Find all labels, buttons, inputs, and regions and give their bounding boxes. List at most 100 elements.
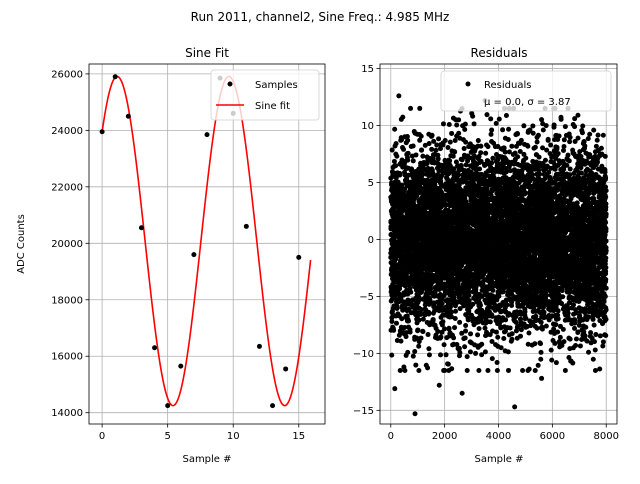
sine-fit-ytick-label: 14000	[51, 408, 83, 419]
residual-point	[420, 329, 425, 334]
legend-samples-label: Samples	[255, 80, 298, 91]
residual-point	[479, 342, 484, 347]
residuals-ytick-label: 0	[368, 235, 374, 246]
residual-point	[495, 368, 500, 373]
residual-point	[448, 140, 453, 145]
residual-point	[468, 331, 473, 336]
residual-point	[392, 159, 397, 164]
residual-point	[509, 144, 514, 149]
residual-point	[484, 112, 489, 117]
residual-point	[515, 154, 520, 159]
sample-point	[139, 225, 144, 230]
residual-point	[446, 362, 451, 367]
residual-point	[416, 368, 421, 373]
residual-point	[519, 327, 524, 332]
sine-fit-xtick-label: 5	[164, 431, 170, 442]
residual-point	[440, 319, 445, 324]
sine-fit-title: Sine Fit	[185, 46, 229, 60]
residuals-ytick-label: −5	[359, 292, 374, 303]
residual-point	[466, 293, 471, 298]
residual-point	[427, 141, 432, 146]
residual-point	[463, 335, 468, 340]
residual-point	[405, 138, 410, 143]
residual-point	[389, 319, 394, 324]
residual-point	[485, 368, 490, 373]
residual-point	[415, 327, 420, 332]
sample-point	[152, 345, 157, 350]
sample-point	[270, 403, 275, 408]
residual-point	[449, 310, 454, 315]
sample-point	[113, 74, 118, 79]
sine-fit-ytick-label: 20000	[51, 239, 83, 250]
residual-point	[431, 317, 436, 322]
residual-point	[485, 144, 490, 149]
residual-point	[419, 134, 424, 139]
residual-point	[490, 356, 495, 361]
residual-point	[419, 147, 424, 152]
residual-point	[477, 166, 482, 171]
residual-point	[405, 158, 410, 163]
residual-point	[438, 352, 443, 357]
residual-point	[506, 127, 511, 132]
sine-fit-xtick-label: 15	[292, 431, 305, 442]
sample-point	[244, 224, 249, 229]
residual-point	[483, 151, 488, 156]
sample-point	[205, 132, 210, 137]
residual-point	[463, 329, 468, 334]
legend-samples-marker	[228, 82, 233, 87]
residuals-xtick-label: 2000	[432, 431, 457, 442]
residual-point	[430, 133, 435, 138]
residual-point	[488, 319, 493, 324]
residual-point	[433, 148, 438, 153]
residual-point	[408, 290, 413, 295]
residual-point	[394, 321, 399, 326]
legend-sine-fit-label: Sine fit	[255, 101, 290, 112]
residual-point	[400, 115, 405, 120]
residual-point	[426, 310, 431, 315]
residual-point	[476, 368, 481, 373]
residuals-ytick-label: 5	[368, 178, 374, 189]
residual-point	[413, 363, 418, 368]
residual-point	[420, 154, 425, 159]
residual-point	[427, 352, 432, 357]
sine-fit-ytick-label: 16000	[51, 352, 83, 363]
residual-point	[453, 138, 458, 143]
residual-point	[447, 122, 452, 127]
residual-point	[506, 349, 511, 354]
residual-point	[401, 147, 406, 152]
residual-point	[394, 141, 399, 146]
sine-fit-legend-box	[211, 70, 319, 120]
residual-point	[483, 349, 488, 354]
residual-point	[478, 303, 483, 308]
residual-point	[442, 342, 447, 347]
residual-point	[421, 317, 426, 322]
sample-point	[257, 344, 262, 349]
residual-point	[467, 298, 472, 303]
residual-point	[436, 156, 441, 161]
residual-point	[454, 123, 459, 128]
residual-point	[495, 360, 500, 365]
sine-fit-marks	[100, 74, 311, 408]
residual-point	[463, 323, 468, 328]
residuals-ytick-label: −15	[353, 406, 374, 417]
residual-point	[442, 326, 447, 331]
residuals-ytick-label: −10	[353, 349, 374, 360]
residual-point	[488, 116, 493, 121]
residual-point	[473, 351, 478, 356]
residual-point	[391, 328, 396, 333]
residual-point	[447, 158, 452, 163]
residual-point	[414, 152, 419, 157]
residuals-title: Residuals	[471, 46, 528, 60]
residual-point	[457, 320, 462, 325]
residual-point	[419, 336, 424, 341]
residual-point	[408, 106, 413, 111]
residual-point	[398, 368, 403, 373]
residual-point	[412, 349, 417, 354]
residual-point	[436, 136, 441, 141]
residual-point	[476, 138, 481, 143]
residual-point	[426, 332, 431, 337]
residual-point	[457, 350, 462, 355]
residual-point	[394, 154, 399, 159]
residuals-ytick-label: 15	[361, 64, 374, 75]
